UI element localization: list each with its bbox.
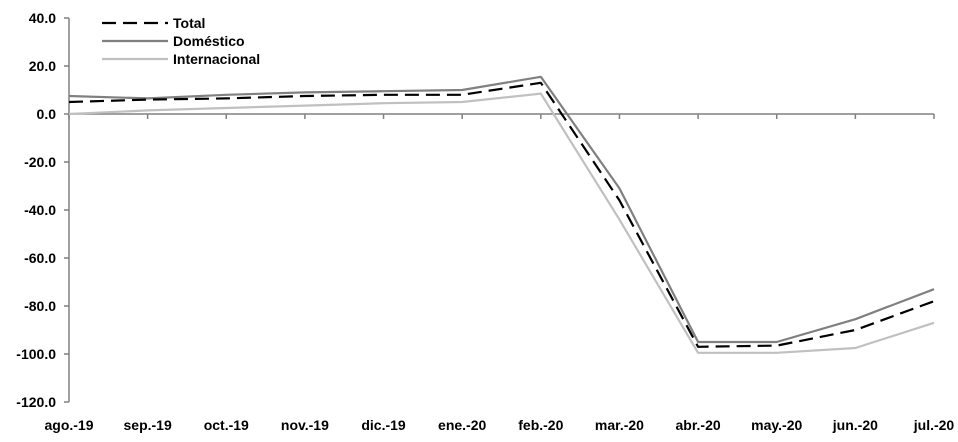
y-tick-label: -100.0 [16, 346, 56, 362]
x-tick-label: ago.-19 [44, 417, 93, 433]
x-tick-label: may.-20 [751, 417, 802, 433]
y-tick-label: 0.0 [37, 106, 57, 122]
x-tick-label: feb.-20 [518, 417, 563, 433]
series-line-total [68, 81, 935, 348]
x-tick-label: dic.-19 [361, 417, 406, 433]
y-tick-label: 40.0 [29, 10, 56, 26]
series-line-internacional [68, 92, 935, 354]
y-tick-label: -120.0 [16, 394, 56, 410]
x-tick-label: abr.-20 [676, 417, 721, 433]
y-tick-label: 20.0 [29, 58, 56, 74]
x-tick-label: sep.-19 [124, 417, 172, 433]
x-tick-label: nov.-19 [281, 417, 329, 433]
y-tick-label: -60.0 [24, 250, 56, 266]
legend-label: Total [173, 15, 205, 31]
legend-label: Internacional [173, 51, 260, 67]
x-tick-label: jul.-20 [913, 417, 955, 433]
y-tick-label: -40.0 [24, 202, 56, 218]
y-tick-label: -20.0 [24, 154, 56, 170]
legend-label: Doméstico [173, 33, 245, 49]
x-tick-label: jun.-20 [832, 417, 878, 433]
legend: Total Doméstico Internacional [102, 15, 260, 67]
axes: 40.0 20.0 0.0 -20.0 -40.0 -60.0 -80.0 -100.0 -12… [16, 10, 954, 433]
y-tick-label: -80.0 [24, 298, 56, 314]
x-tick-label: ene.-20 [438, 417, 486, 433]
x-tick-label: oct.-19 [204, 417, 249, 433]
series-lines [68, 75, 935, 354]
series-line-doméstico [68, 75, 935, 344]
x-tick-label: mar.-20 [595, 417, 644, 433]
